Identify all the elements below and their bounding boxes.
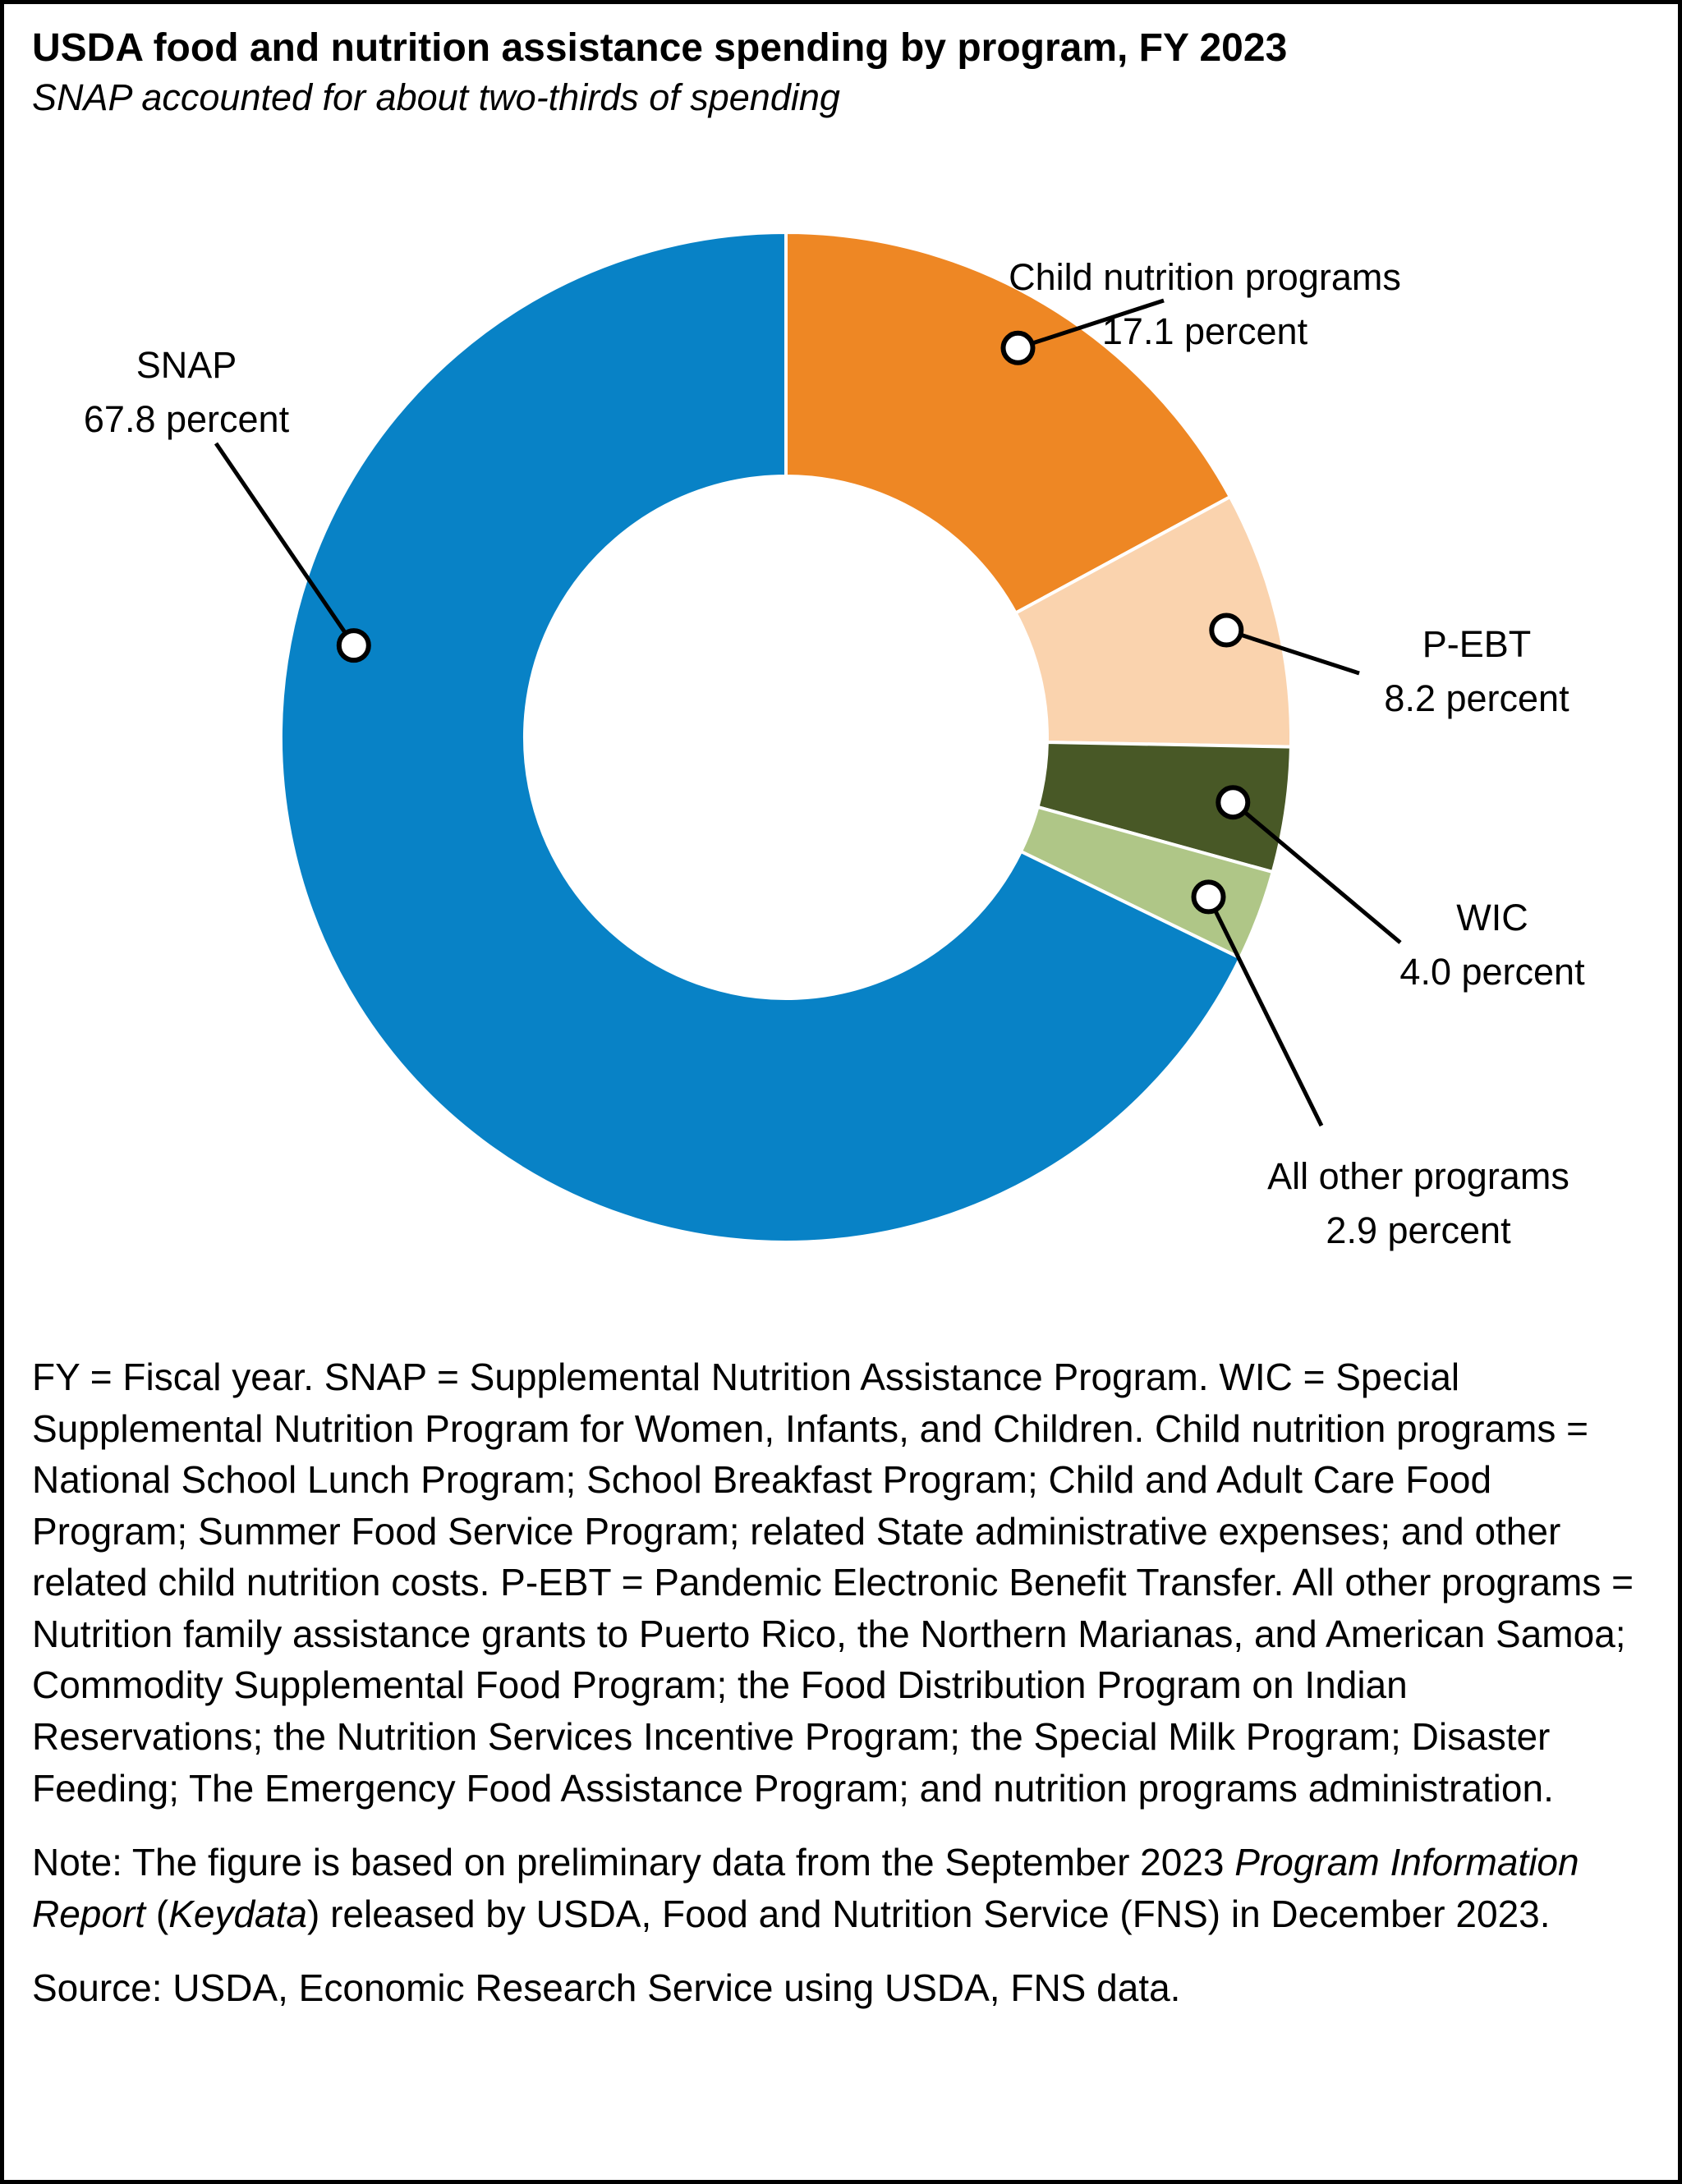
leader-line-p-ebt	[1225, 628, 1360, 676]
leader-line-all-other-programs	[1206, 896, 1324, 1127]
chart-subtitle: SNAP accounted for about two-thirds of s…	[32, 76, 840, 119]
leader-line-child-nutrition-programs	[1017, 298, 1165, 351]
donut-slice-snap	[278, 231, 1243, 1245]
slice-marker-all-other-programs	[1191, 879, 1226, 915]
note-segment: ) released by USDA, Food and Nutrition S…	[306, 1892, 1551, 1935]
slice-pct-label-all-other-programs: 2.9 percent	[1326, 1209, 1511, 1251]
slice-label-child-nutrition-programs: Child nutrition programs	[1009, 256, 1401, 298]
note-segment: (	[145, 1892, 169, 1935]
leader-line-wic	[1231, 801, 1402, 945]
slice-label-snap: SNAP	[136, 344, 237, 386]
slice-marker-snap	[336, 628, 371, 663]
donut-chart-area: Child nutrition programs 17.1 percent P-EB…	[4, 122, 1678, 1328]
chart-title: USDA food and nutrition assistance spend…	[32, 26, 1288, 70]
slice-marker-p-ebt	[1209, 613, 1244, 648]
slice-pct-label-child-nutrition-programs: 17.1 percent	[1102, 310, 1308, 352]
note: Note: The figure is based on preliminary…	[32, 1837, 1642, 1939]
donut-chart: Child nutrition programs 17.1 percent P-EB…	[84, 231, 1585, 1251]
note-italic-segment: Program Information Report	[32, 1841, 1579, 1935]
slice-pct-label-wic: 4.0 percent	[1399, 951, 1585, 993]
slice-label-all-other-programs: All other programs	[1267, 1155, 1569, 1197]
slice-pct-label-snap: 67.8 percent	[84, 398, 290, 440]
donut-slice-child-nutrition-programs	[784, 231, 1232, 615]
footnotes: FY = Fiscal year. SNAP = Supplemental Nu…	[4, 1328, 1678, 2014]
source-note: Source: USDA, Economic Research Service …	[32, 1966, 1181, 2010]
note-segment: Note: The figure is based on preliminary…	[32, 1841, 1235, 1884]
leader-line-snap	[214, 442, 356, 647]
definitions-note: FY = Fiscal year. SNAP = Supplemental Nu…	[32, 1356, 1634, 1810]
note-italic-segment: Keydata	[168, 1892, 307, 1935]
slice-label-wic: WIC	[1456, 897, 1528, 938]
slice-label-p-ebt: P-EBT	[1422, 623, 1532, 665]
slice-marker-wic	[1216, 785, 1251, 820]
slice-marker-child-nutrition-programs	[1000, 330, 1036, 365]
slice-pct-label-p-ebt: 8.2 percent	[1384, 677, 1569, 719]
